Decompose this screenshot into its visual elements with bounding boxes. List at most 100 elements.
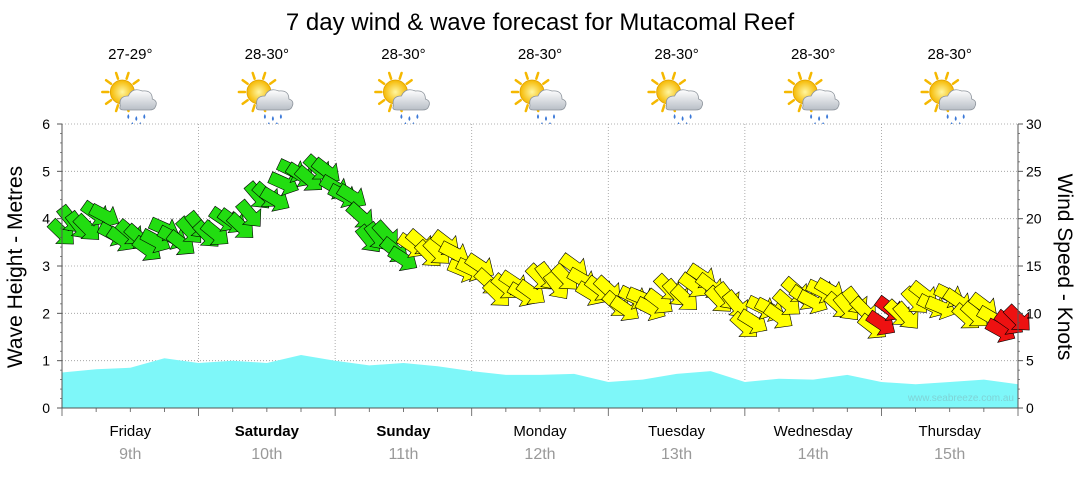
cloud-shape: [665, 89, 703, 111]
day-temp-label: 27-29°: [108, 46, 152, 63]
day-name-label: Saturday: [235, 423, 300, 440]
sun-ray: [405, 78, 413, 86]
y-right-tick-label: 15: [1026, 258, 1042, 274]
rain-drop: [962, 114, 965, 119]
y-left-tick-label: 5: [42, 163, 50, 179]
rain-drop: [143, 114, 146, 119]
y-left-tick-label: 0: [42, 400, 50, 416]
rain-drop: [810, 114, 813, 119]
sun-ray: [671, 71, 677, 80]
day-name-label: Friday: [109, 423, 151, 440]
chart-title: 7 day wind & wave forecast for Mutacomal…: [286, 9, 795, 36]
wind-arrow: [267, 171, 299, 196]
cloud-shape: [119, 89, 157, 111]
cloud-shape: [256, 89, 294, 111]
sun-ray: [542, 78, 550, 86]
rain-drop: [279, 114, 282, 119]
day-name-label: Wednesday: [774, 423, 853, 440]
sun-ray: [661, 104, 666, 113]
y-left-tick-label: 3: [42, 258, 50, 274]
day-temp-label: 28-30°: [654, 46, 698, 63]
sun-ray: [241, 98, 249, 106]
y-left-tick-label: 2: [42, 305, 50, 321]
day-date-label: 9th: [119, 446, 141, 463]
sun-ray: [261, 71, 267, 80]
rain-drop: [681, 116, 684, 121]
sun-ray: [377, 98, 386, 106]
sun-ray: [104, 98, 113, 106]
y-right-tick-label: 10: [1026, 305, 1042, 321]
sun-cloud-rain-icon: [920, 71, 977, 127]
cloud-shape: [938, 89, 977, 111]
rain-drop: [553, 114, 555, 119]
sun-ray: [651, 78, 659, 86]
wind-arrow: [1002, 303, 1030, 331]
sun-ray: [251, 71, 256, 80]
sun-ray: [678, 78, 687, 86]
day-date-label: 14th: [798, 446, 829, 463]
day-date-label: 15th: [934, 446, 965, 463]
day-temp-label: 28-30°: [381, 46, 425, 63]
wind-arrow: [924, 295, 957, 321]
sun-cloud-rain-icon: [647, 71, 703, 127]
sun-ray: [104, 78, 113, 86]
sun-ray: [524, 71, 529, 80]
y-axis-right-label: Wind Speed - Knots: [1053, 174, 1076, 361]
sun-ray: [797, 71, 803, 80]
sun-ray: [797, 104, 803, 113]
cloud-shape: [529, 89, 567, 111]
day-temp-label: 28-30°: [928, 46, 972, 63]
day-date-label: 13th: [661, 446, 692, 463]
sun-ray: [387, 104, 393, 113]
rain-drop: [400, 114, 403, 119]
sun-cloud-rain-icon: [783, 71, 840, 127]
rain-drop: [545, 116, 547, 121]
rain-drop: [416, 114, 419, 119]
y-left-tick-label: 6: [42, 116, 50, 132]
sun-ray: [924, 78, 932, 86]
rain-drop: [408, 116, 411, 121]
sun-ray: [524, 104, 529, 113]
sun-cloud-rain-icon: [237, 71, 294, 127]
day-name-label: Thursday: [918, 423, 981, 440]
rain-drop: [946, 114, 949, 119]
y-right-tick-label: 20: [1026, 211, 1042, 227]
wind-arrow: [235, 198, 262, 227]
sun-ray: [815, 78, 823, 86]
sun-ray: [787, 78, 796, 86]
sun-ray: [651, 98, 659, 106]
watermark: www.seabreeze.com.au: [907, 393, 1014, 404]
sun-ray: [377, 78, 386, 86]
sun-ray: [114, 71, 120, 80]
sun-cloud-rain-icon: [510, 71, 567, 127]
sun-ray: [268, 78, 277, 86]
sun-ray: [125, 71, 130, 80]
sun-ray: [944, 71, 950, 80]
rain-drop: [673, 114, 676, 119]
day-date-label: 10th: [251, 446, 282, 463]
y-left-tick-label: 1: [42, 353, 50, 369]
cloud-shape: [802, 89, 840, 111]
rain-drop: [537, 114, 539, 119]
rain-drop: [826, 114, 829, 119]
wind-arrow: [72, 212, 100, 240]
sun-ray: [514, 98, 522, 106]
rain-drop: [271, 116, 274, 121]
sun-ray: [661, 71, 666, 80]
day-name-label: Monday: [513, 423, 567, 440]
rain-drop: [689, 114, 692, 119]
day-date-label: 12th: [524, 446, 555, 463]
sun-ray: [132, 78, 140, 86]
sun-ray: [535, 71, 540, 80]
sun-ray: [114, 104, 120, 113]
sun-cloud-rain-icon: [101, 71, 157, 127]
y-axis-left-label: Wave Height - Metres: [4, 166, 27, 368]
sun-ray: [387, 71, 393, 80]
sun-cloud-rain-icon: [374, 71, 430, 127]
cloud-shape: [392, 89, 430, 111]
sun-ray: [514, 78, 522, 86]
day-name-label: Sunday: [376, 423, 431, 440]
sun-ray: [787, 98, 796, 106]
y-right-tick-label: 0: [1026, 400, 1034, 416]
